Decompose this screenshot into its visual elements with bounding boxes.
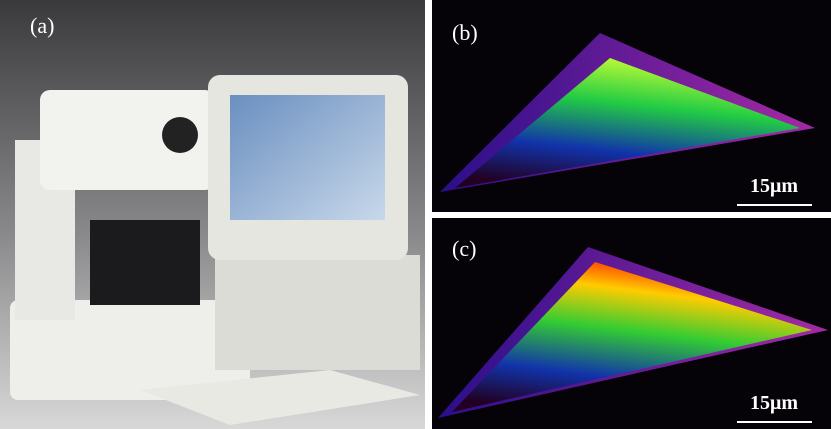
eyepiece	[162, 117, 198, 153]
stage	[90, 220, 200, 305]
panel-label: (b)	[452, 20, 478, 45]
panel-label: (c)	[452, 236, 476, 261]
scale-bar-label: 15μm	[750, 175, 798, 197]
scale-bar-label: 15μm	[750, 392, 798, 414]
monitor-screen	[230, 95, 385, 220]
figure: (a) 15μm (b) 15μm (c)	[0, 0, 831, 429]
panel-a: (a)	[0, 0, 425, 429]
panel-label: (a)	[30, 13, 54, 38]
panel-c: 15μm (c)	[432, 218, 831, 429]
computer-case	[215, 255, 420, 370]
panel-b: 15μm (b)	[432, 0, 831, 212]
